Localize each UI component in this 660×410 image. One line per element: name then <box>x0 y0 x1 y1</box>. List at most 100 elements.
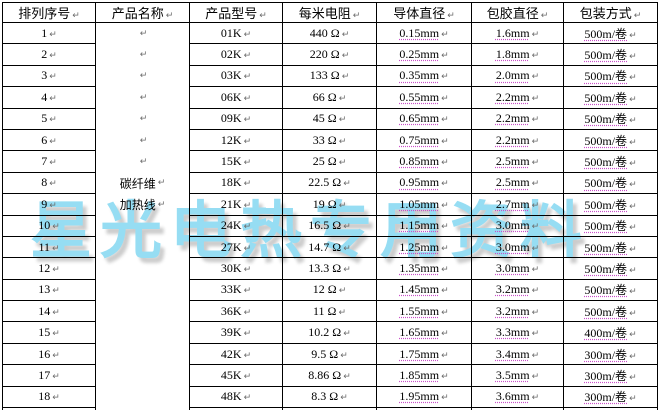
cell-text: 1.75mm <box>399 346 440 361</box>
paragraph-mark-icon: ↵ <box>531 72 540 83</box>
cell-text: 碳纤维 <box>119 176 156 191</box>
paragraph-mark-icon: ↵ <box>343 371 351 382</box>
paragraph-mark-icon: ↵ <box>531 179 540 190</box>
cell-text: 27K <box>220 239 242 254</box>
cell-conductor-row15: 1.65mm ↵ <box>376 321 472 344</box>
cell-text: 12 <box>38 260 51 275</box>
cell-text: 17 <box>38 367 51 382</box>
cell-text: 18 <box>38 389 51 404</box>
cell-text: 1.85mm <box>399 367 440 382</box>
paragraph-mark-icon: ↵ <box>531 243 540 254</box>
cell-text: 18K <box>220 175 242 190</box>
cell-model-row7: 15K ↵ <box>189 150 283 173</box>
paragraph-mark-icon: ↵ <box>629 73 637 84</box>
cell-text: 0.85mm <box>399 154 440 169</box>
cell-serial-18: 18 ↵ <box>2 385 96 409</box>
cell-model-row12: 30K ↵ <box>189 257 283 280</box>
cell-packaging-row9: 500m/卷 ↵ <box>563 193 658 216</box>
cell-resistance-row16: 9.5 Ω ↵ <box>282 342 377 366</box>
cell-conductor-row5: 0.65mm ↵ <box>376 107 472 130</box>
paragraph-mark-icon: ↵ <box>139 28 148 39</box>
paragraph-mark-icon: ↵ <box>52 393 60 404</box>
paragraph-mark-icon: ↵ <box>531 307 540 318</box>
cell-text: 2.5mm <box>495 154 530 169</box>
table-row: 18 ↵ 48K ↵ 8.3 Ω ↵ 1.95mm ↵ 3.6mm ↵ 300m/卷 ↵ <box>2 385 658 409</box>
cell-resistance-row9: 19 Ω ↵ <box>282 193 377 216</box>
cell-text: 500m/卷 <box>584 304 628 319</box>
table-row: 13 ↵ 33K ↵ 12 Ω ↵ 1.45mm ↵ 3.2mm ↵ 500m/卷 ↵ <box>2 278 658 302</box>
cell-conductor-row13: 1.45mm ↵ <box>376 278 472 302</box>
cell-text: 8 <box>41 175 48 190</box>
cell-packaging-row6: 500m/卷 ↵ <box>563 128 658 152</box>
cell-model-row5: 09K ↵ <box>189 107 283 130</box>
table-row: 5 ↵ 09K ↵ 45 Ω ↵ 0.65mm ↵ 2.2mm ↵ 500m/卷 ↵ <box>2 107 658 130</box>
paragraph-mark-icon: ↵ <box>243 329 252 340</box>
paragraph-mark-icon: ↵ <box>531 286 540 297</box>
cell-text: 10 <box>38 218 51 233</box>
cell-packaging-row5: 500m/卷 ↵ <box>563 107 658 130</box>
paragraph-mark-icon: ↵ <box>629 180 637 191</box>
cell-conductor-row2: 0.25mm ↵ <box>376 43 472 66</box>
cell-serial-1: 1 ↵ <box>2 21 96 45</box>
cell-packaging-row3: 500m/卷 ↵ <box>563 64 658 88</box>
paragraph-mark-icon: ↵ <box>338 158 347 169</box>
cell-coated-row10: 3.0mm ↵ <box>471 214 564 237</box>
cell-packaging-row11: 500m/卷 ↵ <box>563 235 658 259</box>
cell-text: 8.3 Ω <box>311 389 339 404</box>
cell-model-row9: 21K ↵ <box>189 193 283 216</box>
cell-packaging-row14: 500m/卷 ↵ <box>563 300 658 323</box>
paragraph-mark-icon: ↵ <box>243 51 252 62</box>
cell-text: 0.75mm <box>399 132 440 147</box>
cell-text: 220 Ω <box>309 47 340 62</box>
cell-text: 1 <box>41 25 48 40</box>
paragraph-mark-icon: ↵ <box>243 136 252 147</box>
paragraph-mark-icon: ↵ <box>243 264 252 275</box>
cell-serial-14: 14 ↵ <box>2 300 96 323</box>
empty-paragraph-line: ↵ <box>97 24 189 45</box>
table-row: 1 ↵ ↵ ↵ ↵ ↵ ↵ ↵ ↵ 碳纤维 ↵ 加热线 ↵ 01K ↵ 440 Ω ↵ 0.15mm ↵ 1.6mm ↵… <box>2 21 658 410</box>
cell-text: 06K <box>220 89 242 104</box>
paragraph-mark-icon: ↵ <box>243 115 252 126</box>
paragraph-mark-icon: ↵ <box>243 243 252 254</box>
cell-resistance-row15: 10.2 Ω ↵ <box>282 321 377 344</box>
cell-text: 24K <box>220 218 242 233</box>
cell-text: 产品型号 <box>205 6 258 21</box>
paragraph-mark-icon: ↵ <box>441 200 449 211</box>
paragraph-mark-icon: ↵ <box>343 222 351 233</box>
cell-coated-row17: 3.5mm ↵ <box>471 364 564 387</box>
paragraph-mark-icon: ↵ <box>629 287 637 298</box>
cell-text: 1.95mm <box>399 389 440 404</box>
table-row: 4 ↵ 06K ↵ 66 Ω ↵ 0.55mm ↵ 2.2mm ↵ 500m/卷 ↵ <box>2 86 658 109</box>
paragraph-mark-icon: ↵ <box>139 71 148 82</box>
cell-text: 9.5 Ω <box>311 346 339 361</box>
cell-model-row10: 24K ↵ <box>189 214 283 237</box>
cell-text: 3.2mm <box>495 282 530 297</box>
cell-model-row1: 01K ↵ <box>189 21 283 45</box>
paragraph-mark-icon: ↵ <box>441 115 449 126</box>
paragraph-mark-icon: ↵ <box>49 29 57 40</box>
cell-conductor-row14: 1.55mm ↵ <box>376 300 472 323</box>
cell-text: 33K <box>220 282 242 297</box>
cell-text: 09K <box>220 111 242 126</box>
cell-text: 6 <box>41 132 48 147</box>
paragraph-mark-icon: ↵ <box>165 11 174 21</box>
header-cell-conductor-diameter: 导体直径 ↵ <box>376 2 472 23</box>
paragraph-mark-icon: ↵ <box>441 29 449 40</box>
paragraph-mark-icon: ↵ <box>629 201 637 212</box>
paragraph-mark-icon: ↵ <box>52 371 60 382</box>
cell-conductor-row4: 0.55mm ↵ <box>376 86 472 109</box>
cell-text: 500m/卷 <box>584 219 628 234</box>
cell-text: 400m/卷 <box>584 326 628 341</box>
cell-text: 48K <box>220 389 242 404</box>
paragraph-mark-icon: ↵ <box>139 50 148 61</box>
paragraph-mark-icon: ↵ <box>157 199 166 210</box>
paragraph-mark-icon: ↵ <box>531 371 540 382</box>
cell-text: 导体直径 <box>393 6 446 21</box>
paragraph-mark-icon: ↵ <box>338 115 347 126</box>
paragraph-mark-icon: ↵ <box>441 264 449 275</box>
cell-resistance-row11: 14.7 Ω ↵ <box>282 235 377 259</box>
cell-model-row3: 03K ↵ <box>189 64 283 88</box>
paragraph-mark-icon: ↵ <box>531 350 540 361</box>
paragraph-mark-icon: ↵ <box>531 51 540 62</box>
paragraph-mark-icon: ↵ <box>629 159 637 170</box>
